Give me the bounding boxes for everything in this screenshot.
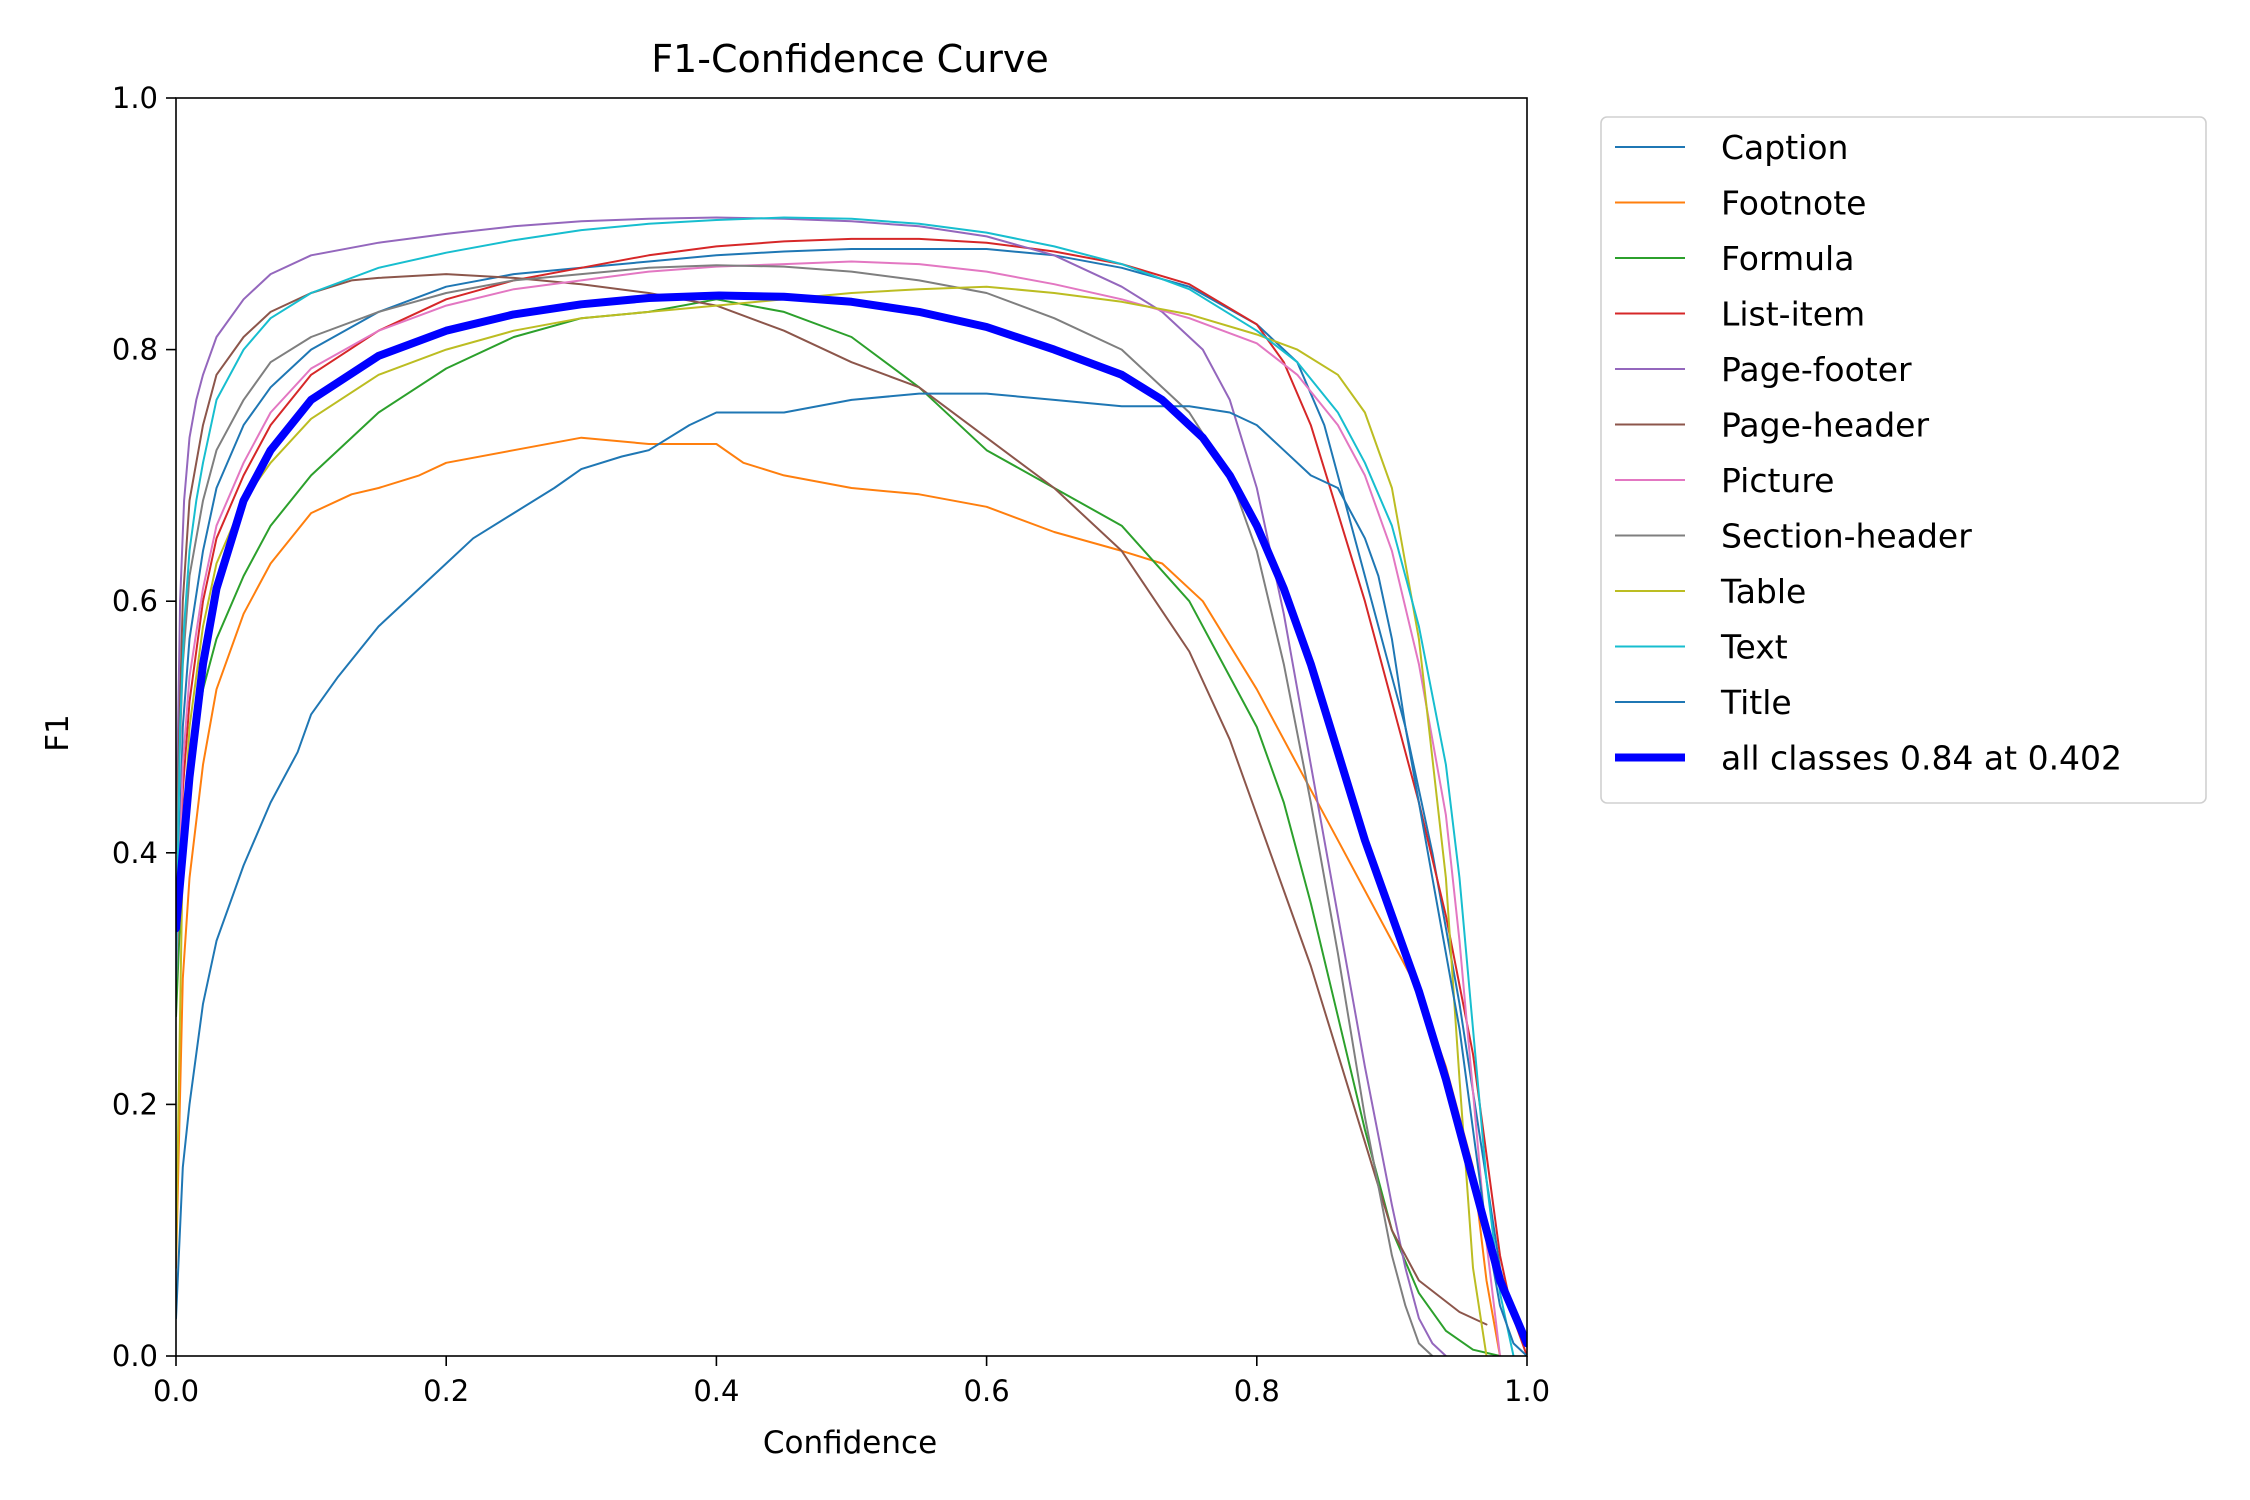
y-tick-label: 0.2 bbox=[112, 1087, 158, 1121]
legend-label: Page-footer bbox=[1721, 350, 1912, 389]
legend-label: Table bbox=[1720, 572, 1806, 611]
x-tick-label: 0.0 bbox=[153, 1374, 199, 1408]
x-tick-label: 1.0 bbox=[1504, 1374, 1550, 1408]
legend-item-page-footer: Page-footer bbox=[1615, 350, 1912, 389]
legend-label: Section-header bbox=[1721, 517, 1972, 556]
y-tick-label: 0.4 bbox=[112, 836, 158, 870]
series-lines bbox=[176, 216, 1527, 1356]
series-line-list-item bbox=[176, 237, 1527, 1356]
series-line-picture bbox=[176, 260, 1501, 1356]
legend-item-formula: Formula bbox=[1615, 239, 1854, 278]
legend-label: Page-header bbox=[1721, 406, 1929, 445]
y-tick-label: 1.0 bbox=[112, 81, 158, 115]
series-line-section-header bbox=[176, 264, 1434, 1356]
legend-item-footnote: Footnote bbox=[1615, 184, 1866, 223]
y-tick-label: 0.8 bbox=[112, 333, 158, 367]
legend-item-title: Title bbox=[1615, 683, 1792, 722]
series-line-footnote bbox=[176, 436, 1501, 1356]
y-axis-label: F1 bbox=[40, 714, 76, 752]
legend-label: Text bbox=[1720, 628, 1788, 667]
legend-item-list-item: List-item bbox=[1615, 295, 1865, 334]
x-tick-label: 0.8 bbox=[1234, 1374, 1280, 1408]
y-tick-label: 0.6 bbox=[112, 584, 158, 618]
series-line-caption bbox=[176, 248, 1527, 1345]
legend-label: Picture bbox=[1721, 461, 1835, 500]
legend-item-text: Text bbox=[1615, 628, 1788, 667]
x-tick-label: 0.2 bbox=[423, 1374, 469, 1408]
legend-label: all classes 0.84 at 0.402 bbox=[1721, 739, 2122, 778]
legend-box bbox=[1600, 116, 2207, 804]
legend-item-caption: Caption bbox=[1615, 128, 1848, 167]
legend-item-all-classes-0-84-at-0-402: all classes 0.84 at 0.402 bbox=[1615, 739, 2122, 778]
legend-label: Formula bbox=[1721, 239, 1854, 278]
series-line-page-header bbox=[176, 273, 1488, 1326]
legend: Caption Footnote Formula List-item Page-foot… bbox=[1600, 116, 2207, 804]
legend-item-page-header: Page-header bbox=[1615, 406, 1929, 445]
legend-label: Caption bbox=[1721, 128, 1848, 167]
x-tick-label: 0.4 bbox=[693, 1374, 739, 1408]
axes-layer: 0.0 0.2 0.4 0.6 0.8 1.0 0.0 0.2 0.4 0.6 0.8 1.0 bbox=[112, 81, 1550, 1408]
series-layer bbox=[176, 216, 1527, 1356]
legend-item-picture: Picture bbox=[1615, 461, 1835, 500]
series-line-text bbox=[176, 216, 1515, 1356]
y-tick-label: 0.0 bbox=[112, 1339, 158, 1373]
series-line-page-footer bbox=[176, 216, 1447, 1356]
legend-item-table: Table bbox=[1615, 572, 1806, 611]
plot-frame bbox=[175, 97, 1528, 1357]
series-line-all-classes-0-84-at-0-402 bbox=[176, 291, 1527, 1348]
chart-title: F1-Confidence Curve bbox=[651, 37, 1049, 81]
x-tick-label: 0.6 bbox=[964, 1374, 1010, 1408]
series-line-formula bbox=[176, 298, 1501, 1356]
legend-item-section-header: Section-header bbox=[1615, 517, 1972, 556]
legend-label: List-item bbox=[1721, 295, 1865, 334]
legend-label: Title bbox=[1720, 683, 1792, 722]
series-line-title bbox=[176, 392, 1527, 1356]
x-axis-label: Confidence bbox=[763, 1425, 937, 1461]
legend-label: Footnote bbox=[1721, 184, 1866, 223]
